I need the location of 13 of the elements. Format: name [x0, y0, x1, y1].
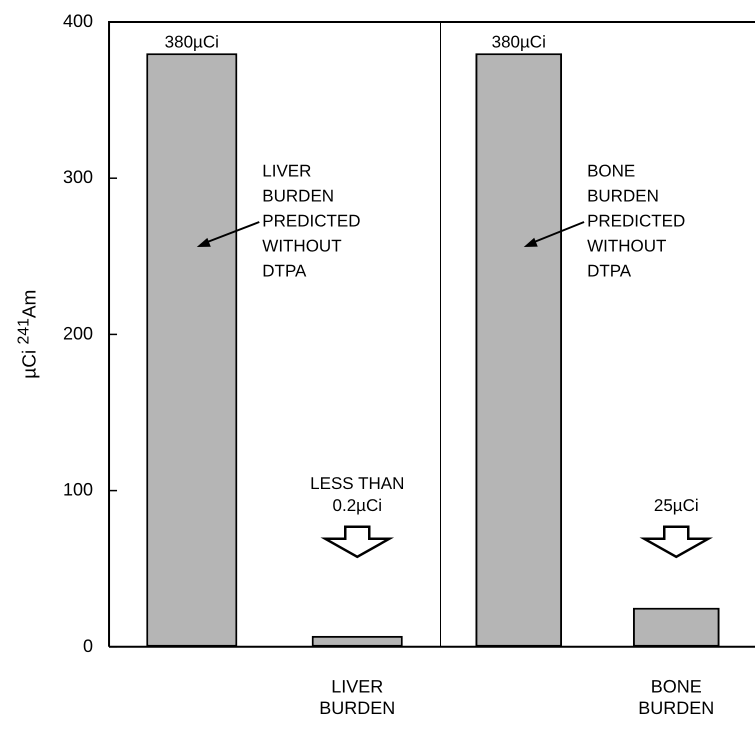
data-label: 380µCi: [164, 32, 219, 52]
x-tick-label: LIVER BURDEN: [319, 676, 396, 718]
annotation: LIVER BURDEN PREDICTED WITHOUT DTPA: [262, 162, 361, 281]
y-tick-label: 100: [62, 480, 94, 500]
annotation: 25µCi: [654, 496, 699, 515]
y-tick-label: 400: [62, 10, 94, 31]
y-tick-label: 200: [62, 323, 94, 344]
y-tick-label: 0: [83, 636, 94, 656]
annotation: BONE BURDEN PREDICTED WITHOUT DTPA: [587, 162, 686, 281]
data-label: 380µCi: [492, 32, 546, 52]
x-tick-label: BONE BURDEN: [638, 676, 714, 718]
y-tick-label: 300: [62, 167, 94, 188]
annotation: LESS THAN 0.2µCi: [310, 474, 404, 515]
